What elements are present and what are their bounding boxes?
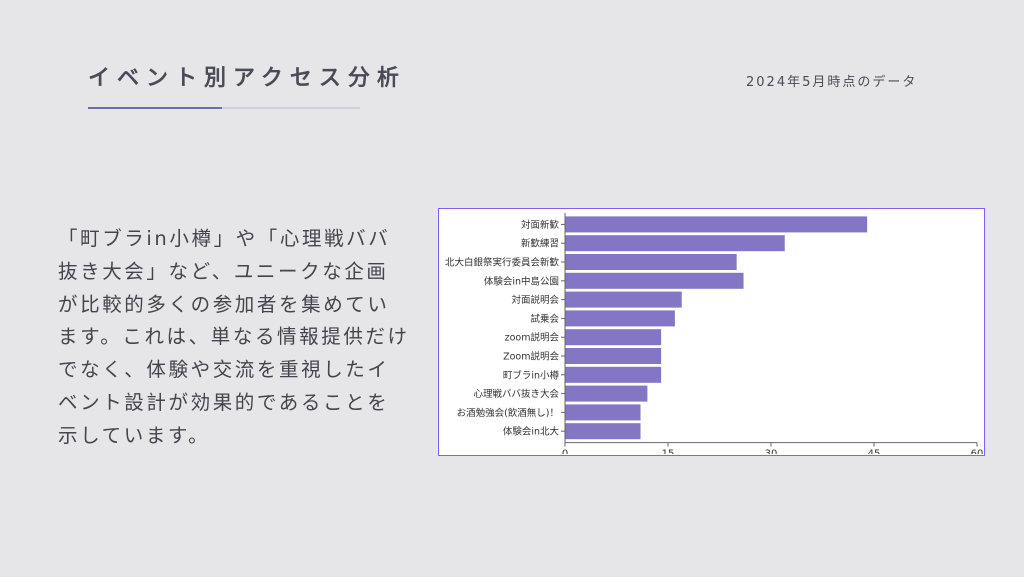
y-tick-label: 町ブラin小樽 (503, 369, 560, 381)
y-tick-label: zoom説明会 (505, 332, 560, 344)
y-tick-label: 体験会in中島公園 (484, 275, 559, 287)
bar (565, 404, 641, 421)
bar (565, 366, 662, 383)
y-tick-label: Zoom説明会 (503, 351, 559, 363)
bar (565, 348, 662, 364)
x-tick-label: 60 (971, 449, 983, 454)
x-tick-label: 30 (765, 449, 778, 454)
bar (565, 272, 744, 289)
y-tick-label: お酒勉強会(飲酒無し)！ (457, 407, 559, 419)
bar (565, 385, 648, 402)
x-tick-label: 15 (662, 449, 675, 454)
bar (565, 329, 662, 346)
y-tick-label: 北大白銀祭実行委員会新歓 (445, 257, 560, 269)
y-tick-label: 体験会in北大 (503, 426, 560, 438)
bar (565, 216, 868, 233)
x-tick-label: 0 (562, 449, 568, 454)
y-tick-label: 試乗会 (530, 313, 559, 325)
y-tick-label: 新歓練習 (521, 238, 559, 250)
bar (565, 254, 737, 270)
y-tick-label: 心理戦ババ抜き大会 (473, 388, 559, 400)
y-tick-label: 対面説明会 (511, 294, 559, 306)
title-underline (88, 107, 360, 109)
y-tick-label: 対面新歓 (521, 219, 560, 231)
bar (565, 235, 785, 252)
data-date-note: 2024年5月時点のデータ (746, 75, 918, 90)
bar-chart-frame: 対面新歓新歓練習北大白銀祭実行委員会新歓体験会in中島公園対面説明会試乗会 zoo… (438, 208, 985, 456)
x-tick-label: 45 (868, 449, 881, 454)
bar (565, 423, 641, 440)
page-title: イベント別アクセス分析 (88, 66, 406, 91)
bar (565, 291, 682, 308)
summary-paragraph: 「町ブラin小樽」や「心理戦ババ抜き大会」など、ユニークな企画が比較的多くの参加… (58, 227, 410, 447)
title-underline-accent (88, 107, 222, 109)
bar (565, 310, 675, 327)
